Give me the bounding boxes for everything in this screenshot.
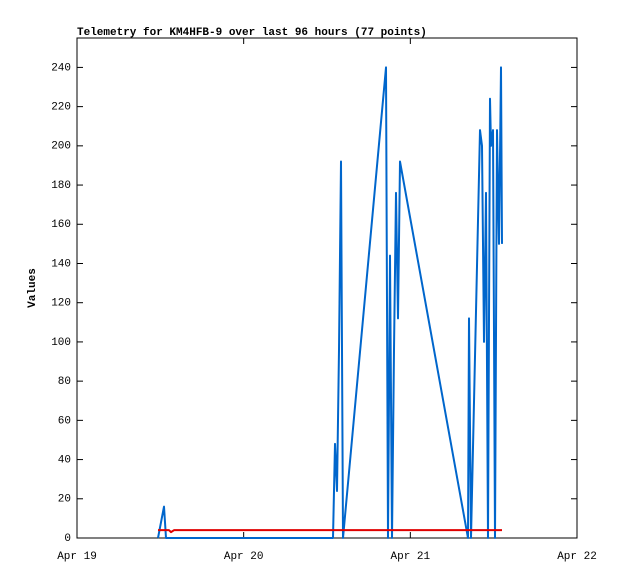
x-tick-label: Apr 22 (557, 551, 597, 563)
x-tick-label: Apr 21 (391, 551, 431, 563)
y-tick-label: 60 (58, 415, 71, 427)
y-tick-label: 120 (51, 298, 71, 310)
y-tick-label: 140 (51, 258, 71, 270)
chart-title: Telemetry for KM4HFB-9 over last 96 hour… (77, 27, 427, 39)
data-line (157, 66, 503, 539)
y-axis-label: Values (27, 268, 39, 308)
y-tick-label: 180 (51, 180, 71, 192)
y-tick-label: 220 (51, 102, 71, 114)
x-tick-label: Apr 19 (57, 551, 97, 563)
y-tick-label: 80 (58, 376, 71, 388)
y-tick-label: 100 (51, 337, 71, 349)
y-tick-label: 20 (58, 494, 71, 506)
data-line (158, 529, 502, 534)
y-tick-label: 240 (51, 62, 71, 74)
x-tick-label: Apr 20 (224, 551, 264, 563)
y-tick-label: 160 (51, 219, 71, 231)
y-tick-label: 0 (64, 533, 71, 545)
y-tick-label: 40 (58, 454, 71, 466)
y-tick-label: 200 (51, 141, 71, 153)
